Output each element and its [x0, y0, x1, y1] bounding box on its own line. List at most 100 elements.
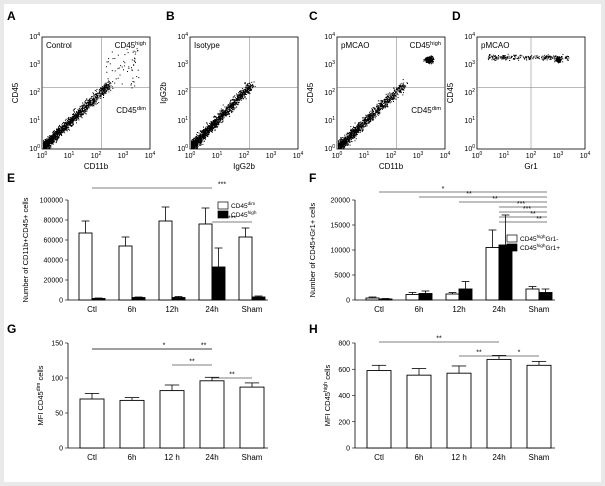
- flow-event: [61, 124, 63, 126]
- flow-event: [99, 97, 101, 99]
- flow-event: [369, 111, 371, 113]
- flow-event: [110, 85, 112, 87]
- flow-event: [404, 85, 406, 87]
- flow-event: [526, 56, 527, 58]
- flow-event: [339, 141, 341, 143]
- flow-event: [375, 105, 377, 107]
- flow-event: [502, 58, 504, 60]
- flow-event: [90, 98, 92, 100]
- flow-event: [78, 119, 80, 121]
- flow-event: [235, 98, 237, 100]
- flow-event: [386, 97, 387, 98]
- flow-event: [219, 121, 221, 122]
- flow-event: [245, 90, 247, 92]
- flow-event: [230, 100, 231, 102]
- flow-event: [426, 62, 428, 63]
- flow-event: [503, 55, 505, 56]
- flow-event: [532, 57, 534, 59]
- flow-event: [370, 117, 372, 119]
- flow-event: [237, 93, 239, 95]
- flow-event: [202, 131, 204, 133]
- flow-event: [489, 57, 491, 59]
- flow-event: [132, 51, 134, 53]
- gate-label-dim: CD45dim: [411, 106, 441, 115]
- flow-event: [206, 122, 208, 124]
- flow-event: [213, 116, 215, 118]
- flow-event: [196, 147, 198, 149]
- flow-event: [109, 83, 111, 85]
- flow-event: [356, 126, 358, 128]
- flow-event: [107, 81, 109, 83]
- flow-event: [529, 57, 531, 59]
- flow-event: [229, 104, 231, 106]
- flow-event: [210, 128, 212, 130]
- flow-event: [213, 124, 215, 126]
- flow-event: [518, 59, 520, 61]
- flow-event: [382, 107, 384, 109]
- flow-event: [95, 98, 97, 100]
- flow-event: [225, 113, 227, 115]
- flow-event: [423, 60, 425, 62]
- flow-event: [214, 122, 216, 124]
- flow-event: [63, 129, 65, 131]
- flow-event: [59, 129, 61, 131]
- flow-event: [58, 128, 60, 130]
- flow-event: [82, 107, 84, 109]
- flow-event: [392, 96, 394, 98]
- flow-event: [71, 122, 73, 124]
- flow-event: [72, 119, 74, 121]
- flow-event: [68, 120, 70, 122]
- flow-event: [209, 122, 211, 124]
- flow-event: [378, 113, 380, 115]
- flow-event: [194, 145, 195, 147]
- flow-event: [89, 101, 91, 103]
- flow-event: [229, 109, 231, 111]
- flow-event: [121, 66, 123, 68]
- flow-event: [392, 98, 394, 100]
- flow-event: [503, 56, 505, 58]
- flow-event: [240, 96, 242, 98]
- flow-event: [79, 112, 81, 114]
- flow-event: [493, 58, 494, 60]
- flow-event: [196, 145, 197, 146]
- flow-event: [194, 145, 196, 147]
- flow-event: [202, 132, 204, 134]
- flow-event: [244, 92, 246, 94]
- flow-event: [541, 58, 543, 60]
- flow-event: [221, 115, 223, 117]
- flow-event: [110, 89, 112, 91]
- flow-event: [217, 121, 219, 123]
- flow-event: [353, 136, 355, 138]
- flow-event: [401, 85, 403, 87]
- flow-event: [232, 110, 234, 112]
- flow-event: [349, 134, 351, 135]
- flow-event: [346, 142, 348, 143]
- flow-event: [362, 124, 364, 126]
- flow-event: [373, 113, 374, 115]
- flow-event: [362, 126, 364, 128]
- flow-event: [45, 145, 47, 147]
- flow-event: [196, 143, 198, 145]
- flow-event: [191, 144, 193, 146]
- flow-event: [220, 113, 222, 115]
- flow-event: [215, 116, 217, 118]
- flow-event: [375, 110, 377, 112]
- flow-event: [542, 59, 544, 61]
- flow-event: [96, 88, 98, 90]
- flow-event: [98, 92, 100, 94]
- flow-y-tick: 101: [324, 116, 335, 125]
- flow-event: [194, 140, 196, 142]
- flow-event: [54, 138, 56, 140]
- flow-event: [220, 116, 222, 118]
- flow-event: [249, 89, 251, 91]
- flow-event: [356, 129, 357, 131]
- flow-event: [43, 142, 45, 144]
- flow-event: [502, 56, 504, 58]
- flow-event: [235, 103, 237, 105]
- flow-event: [60, 133, 62, 135]
- flow-event: [134, 57, 135, 59]
- flow-event: [44, 147, 46, 149]
- flow-event: [87, 103, 89, 105]
- flow-event: [224, 110, 226, 112]
- bar-E-s0-6h: [118, 245, 133, 301]
